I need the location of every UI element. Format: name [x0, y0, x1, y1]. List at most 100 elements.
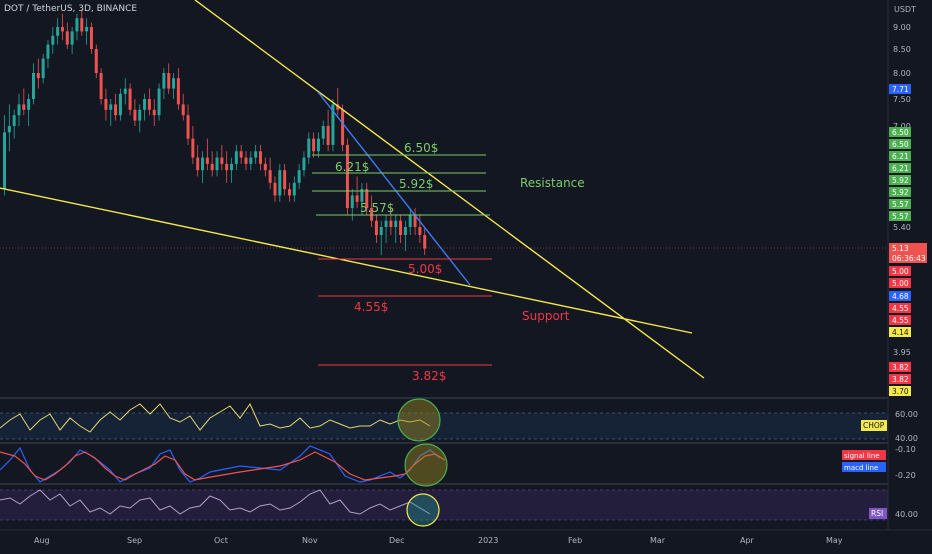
- candle-body[interactable]: [258, 151, 262, 164]
- candle-body[interactable]: [254, 151, 258, 158]
- candle-body[interactable]: [336, 104, 340, 110]
- chop-badge-label[interactable]: CHOP: [863, 421, 885, 430]
- candle-body[interactable]: [403, 227, 407, 235]
- candle-body[interactable]: [109, 104, 113, 110]
- candle-body[interactable]: [80, 18, 84, 32]
- time-axis[interactable]: Aug Sep Oct Nov Dec 2023 Feb Mar Apr May: [34, 536, 843, 545]
- rsi-badge-label[interactable]: RSI: [871, 509, 883, 518]
- candle-body[interactable]: [201, 157, 205, 171]
- descending-trendline[interactable]: [194, 0, 705, 379]
- candle-body[interactable]: [128, 88, 132, 110]
- candle-body[interactable]: [418, 227, 422, 235]
- candle-body[interactable]: [355, 195, 359, 202]
- candle-body[interactable]: [157, 88, 161, 116]
- candle-body[interactable]: [413, 214, 417, 227]
- candle-body[interactable]: [297, 170, 301, 183]
- candle-body[interactable]: [123, 88, 127, 94]
- candle-body[interactable]: [292, 182, 296, 196]
- candle-body[interactable]: [176, 78, 180, 105]
- candle-body[interactable]: [350, 195, 354, 209]
- candle-body[interactable]: [36, 73, 40, 79]
- candle-body[interactable]: [133, 109, 137, 121]
- candle-body[interactable]: [138, 109, 142, 121]
- candle-body[interactable]: [143, 99, 147, 110]
- candle-body[interactable]: [152, 109, 156, 116]
- candle-body[interactable]: [283, 170, 287, 190]
- candle-body[interactable]: [41, 58, 45, 79]
- candle-body[interactable]: [268, 170, 272, 183]
- candle-body[interactable]: [370, 208, 374, 221]
- candle-body[interactable]: [234, 151, 238, 164]
- candle-body[interactable]: [3, 132, 6, 190]
- candle-body[interactable]: [341, 109, 345, 145]
- candle-body[interactable]: [379, 227, 383, 235]
- candle-body[interactable]: [99, 73, 103, 99]
- support-annotation[interactable]: Support: [522, 309, 570, 323]
- candle-body[interactable]: [365, 189, 369, 209]
- candle-body[interactable]: [384, 220, 388, 227]
- signal-line-badge-label[interactable]: signal line: [844, 452, 880, 460]
- candle-body[interactable]: [263, 163, 267, 171]
- candle-body[interactable]: [278, 170, 282, 196]
- candle-body[interactable]: [360, 189, 364, 202]
- macd-pane[interactable]: -0.10 -0.20 signal line macd line: [0, 443, 916, 487]
- candle-body[interactable]: [31, 73, 35, 99]
- candle-body[interactable]: [394, 220, 398, 227]
- price-axis-ticks[interactable]: 9.00 8.50 8.00 7.50 7.00 5.40 3.95: [893, 23, 911, 357]
- candle-body[interactable]: [345, 144, 349, 209]
- candle-body[interactable]: [331, 104, 335, 145]
- candle-body[interactable]: [46, 44, 50, 59]
- candle-body[interactable]: [389, 220, 393, 227]
- resistance-levels[interactable]: 6.50$ 6.21$ 5.92$ 5.57$: [312, 141, 490, 216]
- candle-body[interactable]: [230, 163, 234, 171]
- candle-body[interactable]: [70, 31, 74, 45]
- resistance-annotation[interactable]: Resistance: [520, 176, 585, 190]
- candle-body[interactable]: [273, 182, 277, 196]
- candle-body[interactable]: [167, 73, 171, 89]
- candle-body[interactable]: [408, 214, 412, 227]
- candle-body[interactable]: [94, 49, 98, 73]
- candle-body[interactable]: [118, 93, 122, 116]
- candle-body[interactable]: [186, 115, 190, 139]
- candle-body[interactable]: [225, 163, 229, 171]
- candle-body[interactable]: [423, 235, 427, 249]
- support-levels[interactable]: 5.00$ 4.55$ 3.82$: [318, 258, 492, 383]
- candle-body[interactable]: [104, 99, 108, 110]
- candle-body[interactable]: [22, 104, 26, 110]
- candle-body[interactable]: [316, 138, 320, 152]
- candle-body[interactable]: [60, 27, 64, 32]
- candle-body[interactable]: [307, 138, 311, 158]
- symbol-title[interactable]: DOT / TetherUS, 3D, BINANCE: [4, 4, 138, 14]
- candle-body[interactable]: [172, 78, 176, 89]
- candle-body[interactable]: [56, 27, 60, 36]
- candle-body[interactable]: [210, 163, 214, 171]
- candle-body[interactable]: [287, 189, 291, 196]
- candle-body[interactable]: [85, 27, 89, 32]
- candle-body[interactable]: [181, 104, 185, 116]
- candle-body[interactable]: [7, 126, 11, 133]
- candle-body[interactable]: [205, 157, 209, 164]
- candle-body[interactable]: [162, 73, 166, 89]
- candle-body[interactable]: [239, 151, 243, 158]
- candle-body[interactable]: [312, 138, 316, 152]
- candle-body[interactable]: [326, 126, 330, 145]
- candle-body[interactable]: [75, 18, 79, 32]
- candle-body[interactable]: [147, 99, 151, 110]
- candle-body[interactable]: [114, 104, 118, 116]
- blue-trendline[interactable]: [317, 91, 471, 286]
- candle-body[interactable]: [191, 138, 195, 158]
- candle-body[interactable]: [89, 27, 93, 49]
- macd-line-badge-label[interactable]: macd line: [844, 464, 878, 472]
- candle-body[interactable]: [399, 220, 403, 235]
- candle-body[interactable]: [27, 99, 31, 110]
- lower-trendline[interactable]: [0, 187, 693, 334]
- candle-body[interactable]: [51, 35, 55, 45]
- chop-pane[interactable]: 60.00 40.00 CHOP: [0, 398, 918, 443]
- candle-body[interactable]: [321, 126, 325, 139]
- candle-body[interactable]: [17, 104, 21, 116]
- candle-body[interactable]: [12, 115, 16, 126]
- candle-body[interactable]: [65, 31, 69, 45]
- candle-body[interactable]: [374, 220, 378, 235]
- candle-body[interactable]: [196, 157, 200, 171]
